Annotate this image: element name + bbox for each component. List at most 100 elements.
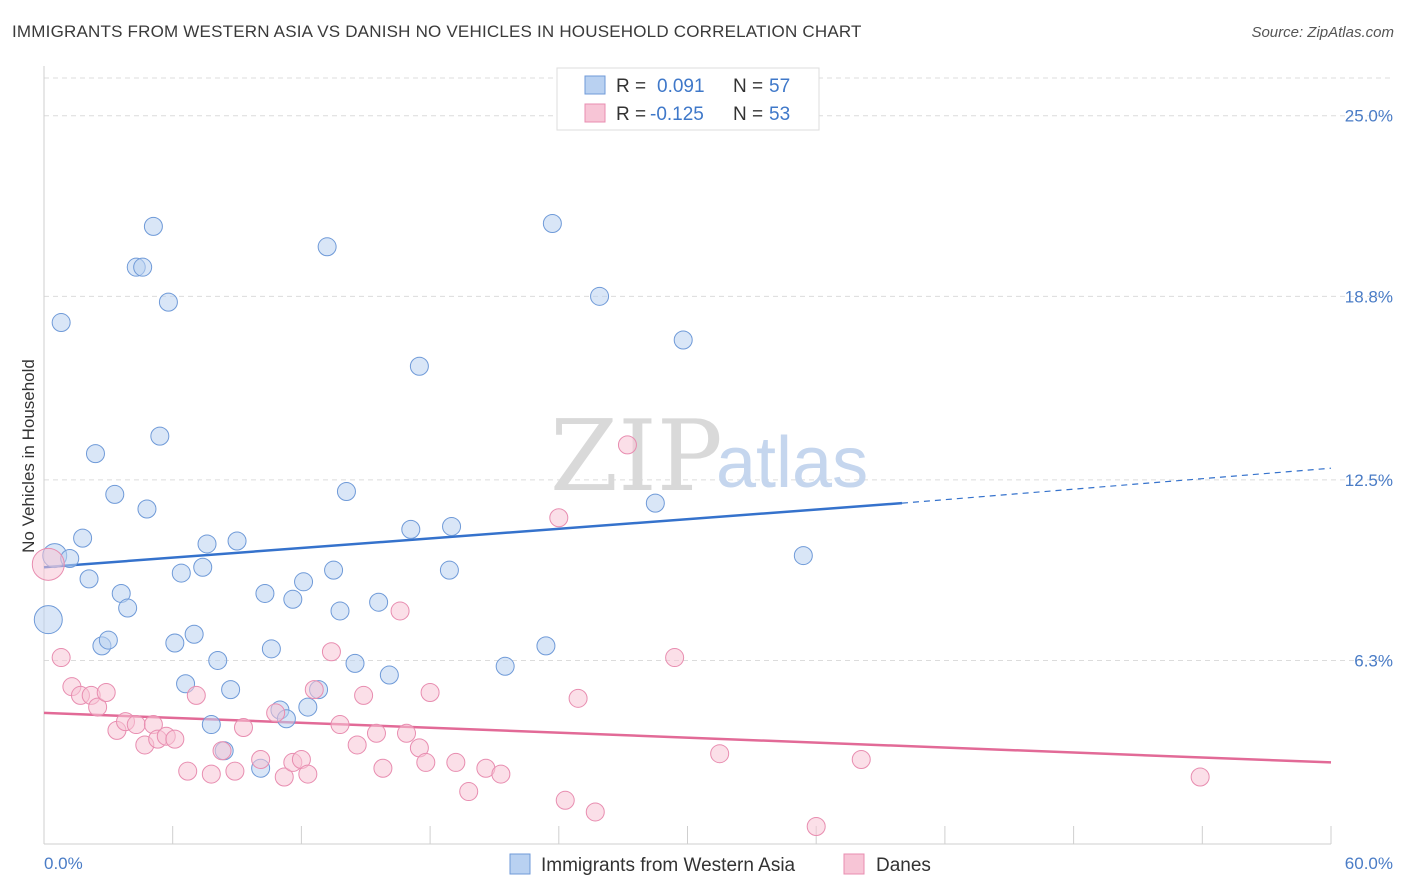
pink-point-0	[31, 547, 65, 581]
blue-point-54	[673, 330, 693, 350]
pink-point-19	[225, 761, 245, 781]
blue-point-49	[495, 656, 515, 676]
bottom-legend-swatch-blue	[509, 853, 531, 875]
pink-point-14	[165, 729, 185, 749]
pink-point-52	[1190, 767, 1210, 787]
pink-point-35	[397, 723, 417, 743]
pink-trendline	[43, 711, 1332, 764]
blue-point-41	[336, 482, 356, 502]
blue-point-48	[442, 516, 462, 536]
y-tick-label-2: 18.8%	[1345, 287, 1393, 306]
pink-point-5	[88, 697, 108, 717]
pink-point-47	[617, 435, 637, 455]
pink-point-33	[373, 758, 393, 778]
blue-point-9	[105, 484, 125, 504]
blue-point-40	[330, 601, 350, 621]
blue-point-13	[133, 257, 153, 277]
blue-point-16	[150, 426, 170, 446]
pink-point-15	[178, 761, 198, 781]
pink-point-26	[298, 764, 318, 784]
blue-point-24	[201, 715, 221, 735]
pink-point-28	[321, 642, 341, 662]
pink-point-43	[549, 508, 569, 528]
blue-point-55	[793, 546, 813, 566]
pink-point-23	[274, 767, 294, 787]
pink-point-6	[96, 683, 116, 703]
blue-point-31	[261, 639, 281, 659]
axes	[43, 66, 1332, 845]
y-tick-label-0: 6.3%	[1354, 651, 1393, 670]
legend-n-value-2: 53	[769, 104, 790, 125]
blue-point-52	[590, 286, 610, 306]
bottom-legend: Immigrants from Western Asia Danes	[509, 853, 931, 876]
pink-point-1	[51, 648, 71, 668]
blue-point-43	[369, 592, 389, 612]
blue-point-11	[118, 598, 138, 618]
blue-point-17	[158, 292, 178, 312]
pink-point-45	[568, 688, 588, 708]
blue-point-42	[345, 653, 365, 673]
watermark-atlas: atlas	[716, 423, 868, 503]
legend-r-label-1: R =	[616, 76, 646, 97]
bottom-legend-label-1: Immigrants from Western Asia	[541, 855, 796, 876]
blue-point-18	[165, 633, 185, 653]
blue-point-51	[542, 213, 562, 233]
bottom-legend-label-2: Danes	[876, 855, 931, 876]
legend-n-value-1: 57	[769, 76, 790, 97]
x-tick-label-min: 0.0%	[44, 854, 83, 873]
legend-r-value-1: 0.091	[657, 76, 705, 97]
blue-point-47	[439, 560, 459, 580]
pink-point-50	[806, 817, 826, 837]
pink-point-48	[665, 648, 685, 668]
source-credit: Source: ZipAtlas.com	[1251, 24, 1394, 41]
pink-point-40	[459, 782, 479, 802]
blue-point-5	[79, 569, 99, 589]
blue-trendline-extension	[901, 467, 1332, 504]
blue-point-22	[193, 557, 213, 577]
blue-trendline	[43, 501, 903, 569]
pink-point-51	[851, 750, 871, 770]
pink-point-21	[251, 750, 271, 770]
pink-point-27	[304, 680, 324, 700]
pink-point-49	[710, 744, 730, 764]
blue-point-14	[137, 499, 157, 519]
pink-point-34	[390, 601, 410, 621]
y-axis-label: No Vehicles in Household	[19, 359, 38, 553]
x-tick-label-max: 60.0%	[1345, 854, 1393, 873]
blue-point-19	[171, 563, 191, 583]
blue-point-36	[298, 697, 318, 717]
blue-point-8	[98, 630, 118, 650]
pink-point-37	[416, 752, 436, 772]
pink-point-46	[585, 802, 605, 822]
blue-point-44	[379, 665, 399, 685]
blue-point-4	[73, 528, 93, 548]
blue-point-45	[401, 519, 421, 539]
blue-point-38	[317, 237, 337, 257]
pink-point-44	[555, 790, 575, 810]
bottom-legend-swatch-pink	[843, 853, 865, 875]
pink-point-16	[186, 685, 206, 705]
blue-point-25	[208, 650, 228, 670]
blue-point-46	[409, 356, 429, 376]
pink-point-30	[347, 735, 367, 755]
blue-point-21	[184, 624, 204, 644]
y-tick-label-3: 25.0%	[1345, 107, 1393, 126]
watermark: ZIP atlas	[550, 400, 868, 514]
chart-title: IMMIGRANTS FROM WESTERN ASIA VS DANISH N…	[12, 22, 862, 41]
legend-n-label-2: N =	[733, 104, 763, 125]
legend-swatch-pink	[584, 103, 606, 123]
pink-point-38	[420, 683, 440, 703]
blue-point-27	[221, 680, 241, 700]
pink-point-32	[366, 723, 386, 743]
blue-point-15	[143, 216, 163, 236]
watermark-zip: ZIP	[550, 400, 723, 514]
blue-point-39	[324, 560, 344, 580]
trendlines	[43, 467, 1332, 764]
blue-point-35	[294, 572, 314, 592]
data-points	[31, 213, 1210, 837]
pink-point-20	[233, 717, 253, 737]
blue-point-23	[197, 534, 217, 554]
pink-point-22	[266, 703, 286, 723]
pink-point-17	[201, 764, 221, 784]
